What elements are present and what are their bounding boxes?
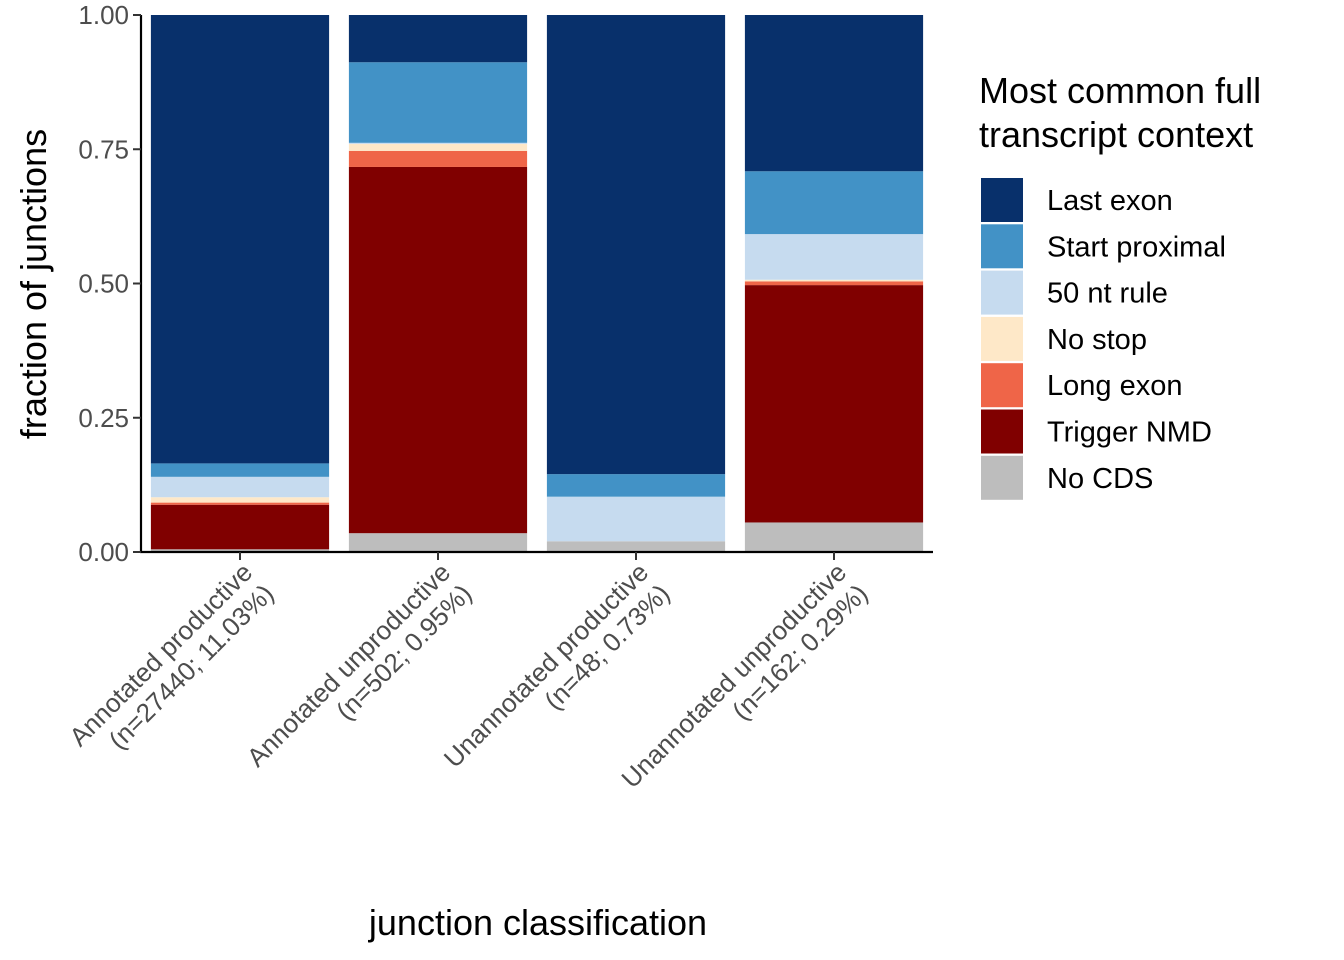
bar-segment-trigger-nmd-1: [150, 504, 330, 550]
bar-segment-long-exon-4: [744, 281, 924, 286]
bar-segment-last-exon-3: [546, 15, 726, 475]
legend-key-last-exon: [981, 178, 1023, 222]
bar-segment-50-nt-rule-4: [744, 234, 924, 280]
legend-key-no-cds: [981, 455, 1023, 500]
bar-segment-50-nt-rule-3: [546, 496, 726, 542]
legend-key-long-exon: [981, 363, 1023, 408]
bar-segment-no-stop-2: [348, 143, 528, 151]
x-tick-label: Annotated unproductive(n=502; 0.95%): [241, 557, 478, 794]
bar-segment-trigger-nmd-2: [348, 166, 528, 534]
legend-label-trigger-nmd: Trigger NMD: [1047, 417, 1212, 449]
legend-label-50-nt-rule: 50 nt rule: [1047, 278, 1168, 310]
y-axis-title: fraction of junctions: [13, 129, 54, 439]
legend-label-start-proximal: Start proximal: [1047, 231, 1226, 263]
bar-segment-long-exon-2: [348, 150, 528, 167]
y-tick-label: 1.00: [78, 0, 129, 30]
legend-key-no-stop: [981, 316, 1023, 361]
legend-key-50-nt-rule: [981, 270, 1023, 315]
legend-title-line: Most common full: [979, 70, 1261, 111]
bar-segment-start-proximal-1: [150, 463, 330, 477]
y-tick-label: 0.50: [78, 269, 129, 299]
bar-segment-50-nt-rule-2: [348, 142, 528, 144]
bar-segment-trigger-nmd-4: [744, 285, 924, 523]
bar-segment-no-cds-1: [150, 549, 330, 552]
bar-segment-start-proximal-3: [546, 474, 726, 497]
x-axis-title: junction classification: [368, 902, 707, 943]
bar-segment-no-cds-4: [744, 522, 924, 552]
legend-key-trigger-nmd: [981, 409, 1023, 454]
bar-segment-no-stop-4: [744, 279, 924, 282]
legend: Most common full transcript context Last e…: [979, 70, 1261, 500]
bar-segment-no-cds-3: [546, 541, 726, 552]
bar-segment-last-exon-1: [150, 15, 330, 464]
legend-title-line: transcript context: [979, 114, 1253, 155]
bar-segment-last-exon-4: [744, 15, 924, 172]
legend-label-last-exon: Last exon: [1047, 185, 1173, 217]
bar-segment-start-proximal-4: [744, 171, 924, 235]
legend-key-start-proximal: [981, 224, 1023, 269]
bar-segment-start-proximal-2: [348, 62, 528, 143]
x-tick-label-line: Annotated unproductive: [241, 557, 456, 772]
bar-segment-long-exon-1: [150, 502, 330, 505]
legend-label-no-cds: No CDS: [1047, 463, 1153, 495]
x-tick-label: Annotated productive(n=27440; 11.03%): [63, 557, 279, 773]
x-tick-label-line: Unannotated productive: [438, 557, 654, 773]
y-tick-label: 0.25: [78, 403, 129, 433]
y-tick-label: 0.00: [78, 537, 129, 567]
legend-title: Most common full transcript context: [979, 70, 1261, 155]
legend-label-no-stop: No stop: [1047, 324, 1147, 356]
bars-group: [150, 15, 924, 552]
bar-segment-last-exon-2: [348, 15, 528, 63]
bar-segment-no-cds-2: [348, 533, 528, 552]
bar-segment-no-stop-1: [150, 497, 330, 503]
legend-label-long-exon: Long exon: [1047, 370, 1182, 402]
bar-segment-50-nt-rule-1: [150, 476, 330, 498]
x-tick-label-line: Annotated productive: [63, 557, 258, 752]
y-tick-label: 0.75: [78, 134, 129, 164]
